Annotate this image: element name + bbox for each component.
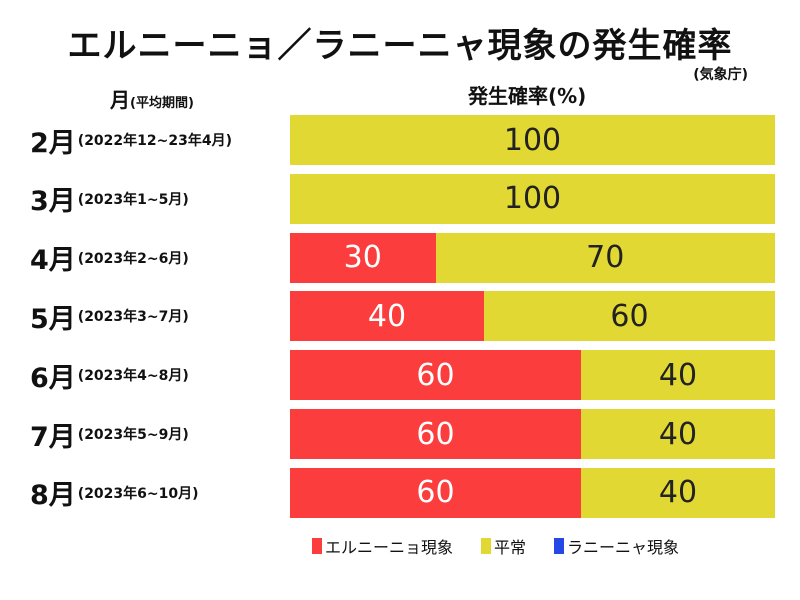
legend-item-normal: 平常 xyxy=(481,534,526,558)
data-label: 60 xyxy=(416,475,455,511)
month-label: 6月 xyxy=(30,362,76,394)
x-axis-label: 発生確率(%) xyxy=(468,84,587,108)
bar-row: 60 40 xyxy=(290,350,775,401)
bar-row: 30 70 xyxy=(290,232,775,283)
data-label: 100 xyxy=(503,122,562,158)
legend-label: ラニーニャ現象 xyxy=(567,538,680,557)
month-label: 2月 xyxy=(30,127,76,159)
period-label: (2023年2~6月) xyxy=(77,250,189,267)
row-label: 5月 (2023年3~7月) xyxy=(30,291,189,341)
bar-segment-normal: 40 xyxy=(581,467,775,518)
legend-swatch xyxy=(554,538,565,554)
bar-segment-normal: 40 xyxy=(581,409,775,459)
month-label: 5月 xyxy=(30,303,76,335)
data-label: 40 xyxy=(658,475,698,511)
data-label: 60 xyxy=(416,416,455,452)
data-label: 60 xyxy=(610,298,649,334)
bar-segment-normal: 40 xyxy=(581,350,775,401)
bar-segment-el: 60 xyxy=(290,467,581,518)
bar-row: 60 40 xyxy=(290,409,775,459)
data-label: 40 xyxy=(367,298,407,334)
bar-segment-el: 30 xyxy=(290,232,436,283)
bar-segment-normal: 70 xyxy=(435,232,775,283)
legend-swatch xyxy=(481,538,492,554)
y-axis-note: (平均期間) xyxy=(130,96,194,111)
source-label: (気象庁) xyxy=(693,67,748,83)
bar-segment-el: 60 xyxy=(290,350,581,401)
row-label: 4月 (2023年2~6月) xyxy=(30,233,189,283)
bar-row: 100 xyxy=(290,115,775,165)
legend-swatch xyxy=(312,538,322,554)
legend: エルニーニョ現象 平常 ラニーニャ現象 xyxy=(312,534,707,558)
legend-item-el: エルニーニョ現象 xyxy=(312,534,453,558)
period-label: (2023年6~10月) xyxy=(77,485,199,502)
bar-segment-normal: 60 xyxy=(484,291,775,342)
bar-segment-normal: 100 xyxy=(290,173,775,224)
data-label: 30 xyxy=(343,240,382,276)
legend-label: エルニーニョ現象 xyxy=(325,538,454,557)
period-label: (2023年4~8月) xyxy=(77,368,189,385)
data-label: 70 xyxy=(586,240,625,276)
bar-segment-el: 40 xyxy=(290,291,484,342)
legend-label: 平常 xyxy=(494,538,527,557)
y-axis-header: 月(平均期間) xyxy=(110,84,194,113)
period-label: (2023年5~9月) xyxy=(77,427,189,443)
month-label: 7月 xyxy=(30,421,76,453)
period-label: (2022年12~23年4月) xyxy=(77,133,232,149)
month-label: 8月 xyxy=(30,480,76,512)
month-label: 3月 xyxy=(30,186,76,218)
legend-item-la: ラニーニャ現象 xyxy=(554,534,679,558)
period-label: (2023年3~7月) xyxy=(77,309,189,326)
y-axis-label: 月 xyxy=(110,88,130,112)
data-label: 40 xyxy=(658,357,698,393)
data-label: 40 xyxy=(658,416,698,452)
data-label: 100 xyxy=(503,181,562,217)
period-label: (2023年1~5月) xyxy=(77,191,189,208)
bar-row: 60 40 xyxy=(290,467,775,518)
month-label: 4月 xyxy=(30,245,76,277)
row-label: 8月 (2023年6~10月) xyxy=(30,468,199,518)
bar-segment-el: 60 xyxy=(290,409,581,459)
row-label: 3月 (2023年1~5月) xyxy=(30,174,189,224)
row-label: 7月 (2023年5~9月) xyxy=(30,409,189,459)
bar-row: 40 60 xyxy=(290,291,775,342)
row-label: 2月 (2022年12~23年4月) xyxy=(30,115,232,165)
bar-segment-normal: 100 xyxy=(290,115,775,165)
chart-title: エルニーニョ／ラニーニャ現象の発生確率 xyxy=(67,26,733,66)
bar-row: 100 xyxy=(290,173,775,224)
row-label: 6月 (2023年4~8月) xyxy=(30,350,189,400)
data-label: 60 xyxy=(416,357,455,393)
